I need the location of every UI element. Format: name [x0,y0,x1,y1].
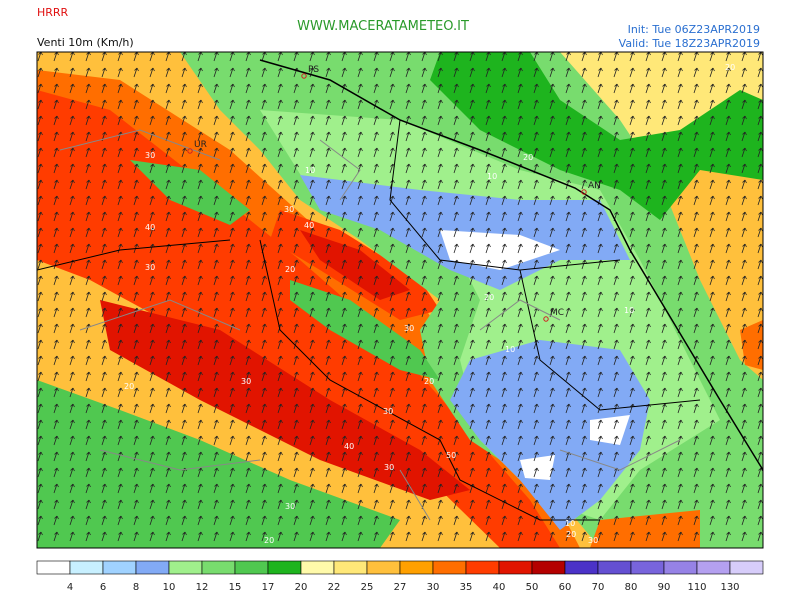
contour-label: 20 [285,265,295,274]
legend-swatch [267,560,302,575]
place-dot [301,73,307,79]
legend-label: 35 [460,582,473,593]
legend-label: 20 [295,582,308,593]
legend-swatch [630,560,665,575]
legend-label: 25 [361,582,374,593]
legend-label: 40 [493,582,506,593]
contour-label: 30 [404,324,414,333]
legend-swatch [300,560,335,575]
place-label: PS [308,65,319,75]
legend-swatch [135,560,170,575]
legend-swatch [36,560,71,575]
contour-label: 20 [424,377,434,386]
contour-label: 30 [284,205,294,214]
contour-label: 40 [344,442,354,451]
legend-swatch [663,560,698,575]
legend-label: 130 [720,582,739,593]
init-time: Init: Tue 06Z23APR2019 [628,23,760,36]
legend-swatch [696,560,731,575]
legend-label: 90 [658,582,671,593]
contour-label: 30 [241,377,251,386]
legend: 4 6 8 10 12 15 17 20 22 25 27 30 35 40 50 60 70 80 90 110 13… [36,560,764,593]
legend-swatch [102,560,137,575]
contour-label: 20 [725,63,735,72]
contour-label: 10 [305,166,315,175]
legend-swatch [564,560,599,575]
legend-swatch [498,560,533,575]
legend-swatch [399,560,434,575]
contour-label: 30 [145,151,155,160]
valid-time: Valid: Tue 18Z23APR2019 [619,37,760,50]
legend-label: 4 [67,582,73,593]
contour-label: 20 [566,530,576,539]
legend-label: 15 [229,582,242,593]
map-frame [36,51,764,549]
place-dot [581,189,587,195]
contour-label: 30 [145,263,155,272]
place-dot [187,148,193,154]
legend-swatch [432,560,467,575]
contour-label: 50 [446,451,456,460]
contour-label: 20 [264,536,274,545]
legend-label: 12 [196,582,209,593]
contour-label: 30 [588,536,598,545]
legend-label: 60 [559,582,572,593]
legend-label: 30 [427,582,440,593]
site-name: WWW.MACERATAMETEO.IT [297,19,469,34]
contour-label: 20 [484,293,494,302]
contour-label: 30 [285,502,295,511]
legend-label: 27 [394,582,407,593]
map-labels: PS UR AN MC 20 30 40 30 30 40 20 10 10 20 30 10 10 20 30 20… [124,63,735,545]
contour-label: 40 [304,221,314,230]
contour-label: 20 [523,153,533,162]
legend-swatch [597,560,632,575]
contour-label: 10 [565,519,575,528]
contour-label: 20 [124,382,134,391]
legend-swatch [69,560,104,575]
legend-label: 70 [592,582,605,593]
contour-label: 30 [383,407,393,416]
legend-label: 8 [133,582,139,593]
contour-label: 30 [384,463,394,472]
legend-label: 10 [163,582,176,593]
legend-label: 17 [262,582,275,593]
contour-label: 10 [505,345,515,354]
legend-swatch [531,560,566,575]
place-label: UR [194,140,207,150]
legend-swatch [729,560,764,575]
legend-swatch [333,560,368,575]
legend-swatch [201,560,236,575]
field-name: Venti 10m (Km/h) [37,36,134,49]
place-label: MC [550,308,564,318]
legend-swatch [168,560,203,575]
legend-swatch [465,560,500,575]
model-name: HRRR [37,6,69,19]
legend-label: 80 [625,582,638,593]
legend-label: 6 [100,582,106,593]
legend-label: 22 [328,582,341,593]
legend-swatch [366,560,401,575]
place-label: AN [588,181,601,191]
map [37,52,763,548]
contour-label: 10 [624,306,634,315]
legend-label: 110 [687,582,706,593]
legend-swatch [234,560,269,575]
place-dot [543,316,549,322]
contour-label: 10 [487,172,497,181]
legend-label: 50 [526,582,539,593]
contour-label: 40 [145,223,155,232]
